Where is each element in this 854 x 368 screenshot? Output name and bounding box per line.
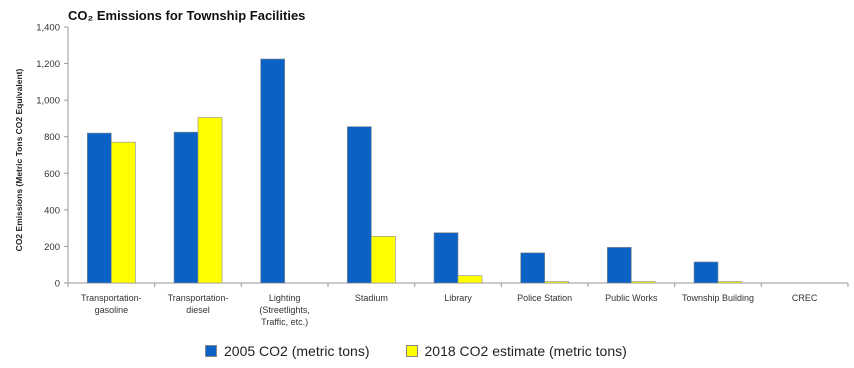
bar-2005 [260, 58, 285, 284]
x-tick-label: Stadium [355, 293, 388, 303]
x-tick-label: Transportation-gasoline [81, 293, 142, 315]
y-tick-label: 400 [44, 205, 60, 216]
bar-2005 [607, 247, 632, 284]
x-tick-label: Library [444, 293, 472, 303]
legend-item-2018: 2018 CO2 estimate (metric tons) [405, 343, 627, 359]
y-tick-label: 1,200 [36, 59, 60, 70]
x-tick-label: Public Works [605, 293, 658, 303]
bar-2018 [717, 281, 743, 284]
legend-label-2018: 2018 CO2 estimate (metric tons) [424, 343, 627, 359]
y-tick-label: 200 [44, 242, 60, 253]
bar-2005 [693, 261, 719, 284]
y-axis-label: CO2 Emissions (Metric Tons CO2 Equivalen… [14, 69, 24, 252]
y-tick-label: 600 [44, 169, 60, 180]
bar-2005 [87, 132, 112, 284]
bar-2018 [544, 281, 569, 284]
bar-2005 [173, 131, 199, 284]
x-tick-label: Lighting (Streetlights, Traffic, etc.) [259, 293, 310, 327]
chart-legend: 2005 CO2 (metric tons) 2018 CO2 estimate… [205, 343, 663, 359]
x-tick-label: Township Building [682, 293, 754, 303]
bar-2018 [197, 117, 223, 284]
y-tick-label: 1,000 [36, 96, 60, 107]
bar-2018 [111, 141, 136, 284]
bar-2018 [457, 275, 483, 284]
y-tick-label: 0 [55, 279, 60, 290]
legend-label-2005: 2005 CO2 (metric tons) [224, 343, 370, 359]
legend-item-2005: 2005 CO2 (metric tons) [205, 343, 370, 359]
x-tick-label: CREC [792, 293, 818, 303]
bar-2005 [433, 232, 459, 284]
bar-2005 [347, 126, 372, 284]
x-tick-label: Transportation-diesel [168, 293, 229, 315]
bar-2018 [631, 281, 656, 284]
x-tick-label: Police Station [517, 293, 572, 303]
y-tick-label: 1,400 [36, 23, 60, 34]
bar-2018 [371, 236, 396, 284]
chart-title: CO₂ Emissions for Township Facilities [68, 8, 306, 23]
y-tick-label: 800 [44, 132, 60, 143]
legend-swatch-2018 [405, 345, 418, 357]
legend-swatch-2005 [205, 345, 217, 357]
bar-2005 [520, 252, 545, 284]
